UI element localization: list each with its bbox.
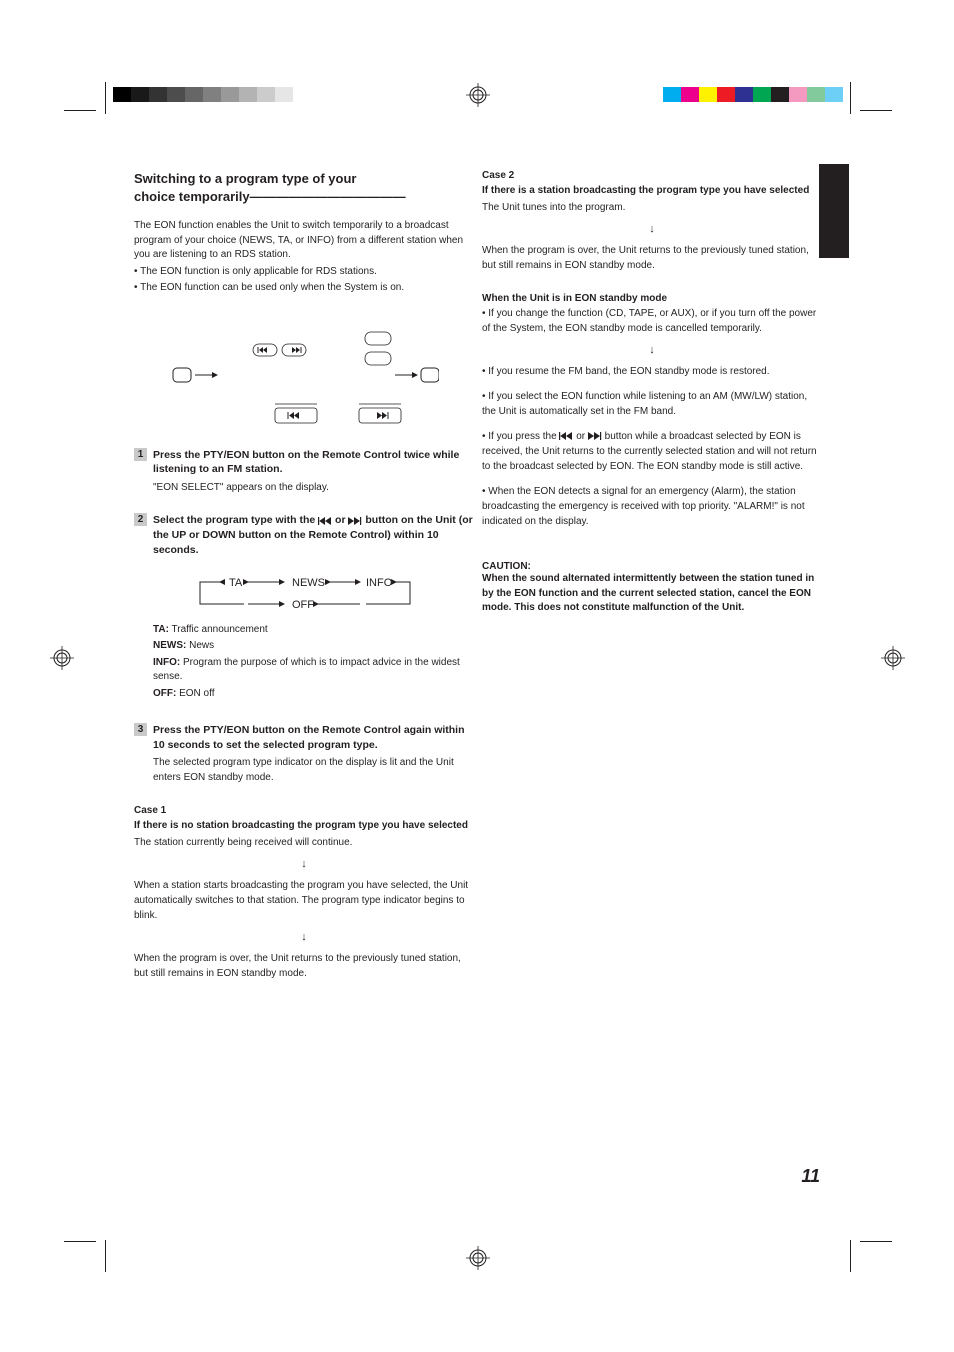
title-dash: ———————————— — [250, 189, 406, 204]
bullet-line: • When the EON detects a signal for an e… — [482, 484, 822, 529]
left-column: Switching to a program type of your choi… — [134, 170, 474, 981]
crop-mark — [850, 82, 851, 114]
cycle-diagram: TA NEWS INFO OFF — [184, 572, 474, 617]
case-line: When the program is over, the Unit retur… — [482, 243, 822, 273]
step-number: 3 — [134, 723, 147, 736]
bullet-line: • If you select the EON function while l… — [482, 389, 822, 419]
bullet-line: • If you change the function (CD, TAPE, … — [482, 306, 822, 336]
def-line: INFO: Program the purpose of which is to… — [153, 656, 474, 685]
title-line-1: Switching to a program type of your — [134, 171, 356, 186]
skip-back-icon — [559, 432, 573, 440]
registration-mark — [50, 646, 74, 670]
skip-forward-icon — [588, 432, 602, 440]
step-3: 3 Press the PTY/EON button on the Remote… — [134, 723, 474, 752]
eon-standby-notes: When the Unit is in EON standby mode • I… — [482, 293, 822, 529]
intro-text: The EON function enables the Unit to swi… — [134, 219, 474, 296]
case-condition: If there is no station broadcasting the … — [134, 818, 474, 833]
arrow-down-icon: ↓ — [134, 858, 474, 870]
svg-text:NEWS: NEWS — [292, 577, 325, 589]
registration-mark — [881, 646, 905, 670]
page-number: 11 — [801, 1166, 820, 1187]
arrow-down-icon: ↓ — [482, 344, 822, 356]
intro-bullet: • The EON function can be used only when… — [134, 281, 474, 296]
bullet-line: • If you resume the FM band, the EON sta… — [482, 364, 822, 379]
step-1: 1 Press the PTY/EON button on the Remote… — [134, 448, 474, 477]
step-number: 2 — [134, 513, 147, 526]
crop-mark — [105, 82, 106, 114]
step-2: 2 Select the program type with the or bu… — [134, 513, 474, 557]
arrow-down-icon: ↓ — [134, 931, 474, 943]
case-line: The Unit tunes into the program. — [482, 200, 822, 215]
crop-mark — [860, 1241, 892, 1242]
case-line: The station currently being received wil… — [134, 835, 474, 850]
svg-text:INFO: INFO — [366, 577, 393, 589]
arrow-down-icon: ↓ — [482, 223, 822, 235]
def-line: TA: Traffic announcement — [153, 623, 474, 638]
registration-mark — [466, 83, 490, 107]
crop-mark — [850, 1240, 851, 1272]
def-line: NEWS: News — [153, 639, 474, 654]
step-number: 1 — [134, 448, 147, 461]
skip-forward-icon — [348, 517, 362, 525]
svg-text:OFF: OFF — [292, 599, 314, 611]
caution-label: CAUTION: — [482, 561, 822, 572]
case-2: Case 2 If there is a station broadcastin… — [482, 170, 822, 273]
crop-mark — [64, 1241, 96, 1242]
step-text: Select the program type with the or butt… — [153, 513, 474, 557]
step-text: Press the PTY/EON button on the Remote C… — [153, 448, 474, 477]
section-title: Switching to a program type of your choi… — [134, 170, 474, 205]
type-definitions: TA: Traffic announcement NEWS: News INFO… — [153, 623, 474, 702]
case-title: Case 1 — [134, 805, 474, 816]
intro-bullet: • The EON function is only applicable fo… — [134, 265, 474, 280]
step-note: The selected program type indicator on t… — [153, 756, 474, 785]
caution-text: When the sound alternated intermittently… — [482, 572, 822, 616]
crop-mark — [64, 110, 96, 111]
def-line: OFF: EON off — [153, 687, 474, 702]
case-condition: If there is a station broadcasting the p… — [482, 183, 822, 198]
title-line-2: choice temporarily — [134, 189, 250, 204]
crop-mark — [105, 1240, 106, 1272]
right-column: Case 2 If there is a station broadcastin… — [482, 170, 822, 616]
case-title: Case 2 — [482, 170, 822, 181]
svg-text:TA: TA — [229, 577, 243, 589]
case-line: When the program is over, the Unit retur… — [134, 951, 474, 981]
bullet-line: • If you press the or button while a bro… — [482, 429, 822, 474]
color-bar — [663, 87, 843, 102]
crop-mark — [860, 110, 892, 111]
subsection-title: When the Unit is in EON standby mode — [482, 293, 822, 304]
section-tab — [819, 164, 849, 258]
step-text: Press the PTY/EON button on the Remote C… — [153, 723, 474, 752]
skip-back-icon — [318, 517, 332, 525]
step-note: "EON SELECT" appears on the display. — [153, 481, 474, 496]
intro-paragraph: The EON function enables the Unit to swi… — [134, 219, 474, 263]
grayscale-bar — [113, 87, 293, 102]
case-line: When a station starts broadcasting the p… — [134, 878, 474, 923]
registration-mark — [466, 1246, 490, 1270]
case-1: Case 1 If there is no station broadcasti… — [134, 805, 474, 981]
remote-diagram — [134, 330, 474, 430]
